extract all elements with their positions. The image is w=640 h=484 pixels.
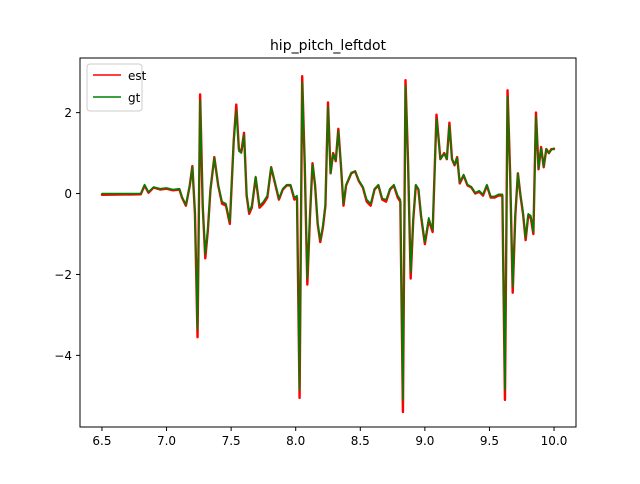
legend-label-est: est — [128, 69, 147, 83]
x-tick-label: 6.5 — [92, 434, 111, 448]
x-tick-label: 8.5 — [351, 434, 370, 448]
series-line-gt — [101, 81, 555, 401]
x-tick-label: 10.0 — [541, 434, 568, 448]
x-tick-label: 9.0 — [415, 434, 434, 448]
y-tick-label: −2 — [54, 268, 72, 282]
x-tick-label: 8.0 — [286, 434, 305, 448]
chart-title: hip_pitch_leftdot — [270, 38, 387, 54]
legend-label-gt: gt — [128, 91, 141, 105]
legend: est gt — [86, 63, 147, 112]
x-axis: 6.5 7.0 7.5 8.0 8.5 9.0 9.5 10.0 — [92, 427, 567, 448]
y-axis: −4 −2 0 2 — [54, 106, 80, 363]
y-tick-label: −4 — [54, 349, 72, 363]
series-layer — [100, 75, 556, 414]
y-tick-label: 0 — [64, 187, 72, 201]
plot-frame — [79, 57, 577, 428]
y-tick-label: 2 — [64, 106, 72, 120]
x-tick-label: 7.0 — [157, 434, 176, 448]
x-tick-label: 7.5 — [222, 434, 241, 448]
x-tick-label: 9.5 — [480, 434, 499, 448]
